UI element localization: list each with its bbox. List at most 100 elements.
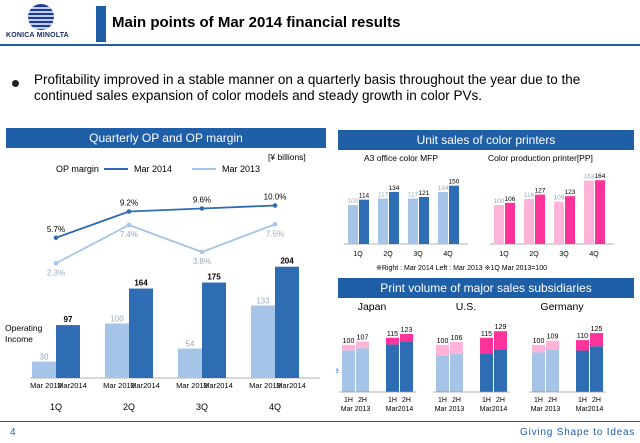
unit-subchart-title-pp: Color production printer[PP] (488, 153, 593, 163)
pv-bar-pp (450, 342, 463, 354)
unit-value-label-mfp-mar2013: 134 (438, 185, 449, 192)
pv-bar-office (436, 355, 449, 392)
op-value-label-mar2013: 133 (256, 296, 270, 305)
op-value-label-mar2013: 54 (186, 340, 195, 349)
op-bar-mar2014 (202, 282, 226, 378)
panel-title-op: Quarterly OP and OP margin (6, 128, 326, 148)
unit-bar-pp-mar2014 (535, 194, 545, 244)
op-bar-mar2013 (251, 305, 275, 378)
op-margin-point-mar2013 (126, 222, 132, 228)
pv-half-label: 2H (402, 397, 411, 404)
pv-total-label: 109 (547, 334, 559, 341)
pv-bar-office (342, 350, 355, 392)
op-subcategory-label: Mar 2013 (249, 381, 281, 390)
op-margin-label-mar2013: 7.5% (266, 229, 284, 238)
op-value-label-mar2014: 97 (64, 315, 73, 324)
pv-year-label: Mar2014 (386, 406, 414, 413)
op-subcategory-label: Mar2014 (203, 381, 233, 390)
op-bar-mar2014 (275, 266, 299, 378)
pv-half-label: 2H (592, 397, 601, 404)
op-value-label-mar2014: 164 (134, 279, 148, 288)
unit-value-label-pp-mar2014: 127 (535, 188, 546, 195)
op-margin-point-mar2013 (272, 221, 278, 227)
pv-bar-office (386, 344, 399, 392)
pv-bar-pp (480, 337, 493, 354)
op-margin-label-mar2013: 7.4% (120, 230, 138, 239)
pv-bar-office (400, 341, 413, 392)
pv-bar-office (532, 352, 545, 392)
unit-category-label-pp: 1Q (499, 251, 509, 258)
op-subcategory-label: Mar 2013 (103, 381, 135, 390)
pv-bar-pp (546, 340, 559, 350)
pv-half-label: 2H (452, 397, 461, 404)
unit-value-label-mfp-mar2013: 100 (348, 198, 359, 205)
op-margin-label-mar2014: 9.6% (193, 196, 211, 205)
unit-value-label-mfp-mar2014: 121 (419, 190, 430, 197)
pv-half-label: 1H (534, 397, 543, 404)
unit-bar-pp-mar2013 (524, 198, 534, 244)
unit-value-label-pp-mar2014: 164 (595, 173, 606, 180)
unit-bar-mfp-mar2013 (438, 191, 448, 244)
pv-year-label: Mar2014 (576, 406, 604, 413)
op-margin-point-mar2013 (199, 249, 205, 255)
unit-value-label-mfp-mar2014: 150 (449, 179, 460, 186)
op-margin-label-mar2014: 5.7% (47, 225, 65, 234)
unit-bar-pp-mar2014 (595, 180, 605, 244)
print-volume-chart: PPOfficeJapan1001H1072HMar 20131151H1232… (336, 301, 606, 413)
unit-value-label-mfp-mar2013: 117 (378, 192, 389, 199)
operating-income-label-line1: Operating (5, 323, 43, 333)
pv-bar-pp (576, 340, 589, 351)
unit-bar-mfp-mar2013 (348, 205, 358, 244)
pv-bar-office (546, 349, 559, 392)
op-margin-line-mar2014 (55, 204, 276, 239)
pv-half-label: 2H (548, 397, 557, 404)
unit-value-label-mfp-mar2013: 117 (408, 192, 419, 199)
legend-label-mar2014: Mar 2014 (134, 164, 172, 174)
pv-year-label: Mar 2013 (531, 406, 561, 413)
op-subcategory-label: Mar2014 (57, 381, 87, 390)
op-margin-label-mar2014: 9.2% (120, 199, 138, 208)
unit-category-label-mfp: 1Q (353, 251, 363, 258)
bullet-icon (12, 80, 19, 87)
op-category-label: 2Q (123, 402, 135, 412)
unit-value-label-pp-mar2014: 106 (505, 196, 516, 203)
unit-value-label-pp-mar2013: 100 (494, 198, 505, 205)
pv-total-label: 100 (437, 338, 449, 345)
pv-region-title: Germany (540, 301, 584, 313)
pv-bar-pp (590, 333, 603, 347)
pv-half-label: 1H (578, 397, 587, 404)
op-subcategory-label: Mar 2013 (176, 381, 208, 390)
op-margin-line-mar2013 (55, 223, 276, 265)
op-bar-mar2013 (105, 323, 129, 378)
unit-value-label-pp-mar2013: 116 (524, 192, 535, 199)
page-title: Main points of Mar 2014 financial result… (112, 14, 401, 31)
pv-total-label: 115 (481, 331, 492, 338)
op-category-label: 1Q (50, 402, 62, 412)
pv-total-label: 107 (357, 335, 369, 342)
pv-stack-label-office: Office (336, 366, 339, 375)
pv-total-label: 110 (577, 333, 588, 340)
pv-bar-pp (386, 337, 399, 345)
unit-bar-mfp-mar2013 (408, 198, 418, 244)
pv-region-title: Japan (358, 301, 387, 313)
pv-bar-pp (356, 341, 369, 349)
unit-bar-mfp-mar2013 (378, 198, 388, 244)
op-chart: [¥ billions] OP margin Mar 2014 Mar 2013 Ope… (5, 152, 320, 412)
pv-total-label: 123 (401, 327, 413, 334)
unit-value-label-pp-mar2014: 123 (565, 189, 576, 196)
op-bar-mar2014 (56, 325, 80, 378)
op-subcategory-label: Mar2014 (276, 381, 306, 390)
panel-title-unit-sales: Unit sales of color printers (338, 130, 634, 150)
pv-bar-pp (532, 344, 545, 353)
op-value-label-mar2014: 204 (280, 257, 294, 266)
logo-globe-icon (28, 4, 54, 30)
op-unit-label: [¥ billions] (268, 152, 306, 162)
unit-bar-pp-mar2014 (505, 202, 515, 244)
pv-total-label: 115 (387, 331, 398, 338)
pv-bar-pp (494, 331, 507, 350)
pv-bar-pp (342, 344, 355, 351)
pv-total-label: 125 (591, 326, 603, 333)
op-category-label: 4Q (269, 402, 281, 412)
unit-category-label-mfp: 4Q (443, 251, 453, 258)
op-margin-point-mar2013 (53, 260, 59, 266)
